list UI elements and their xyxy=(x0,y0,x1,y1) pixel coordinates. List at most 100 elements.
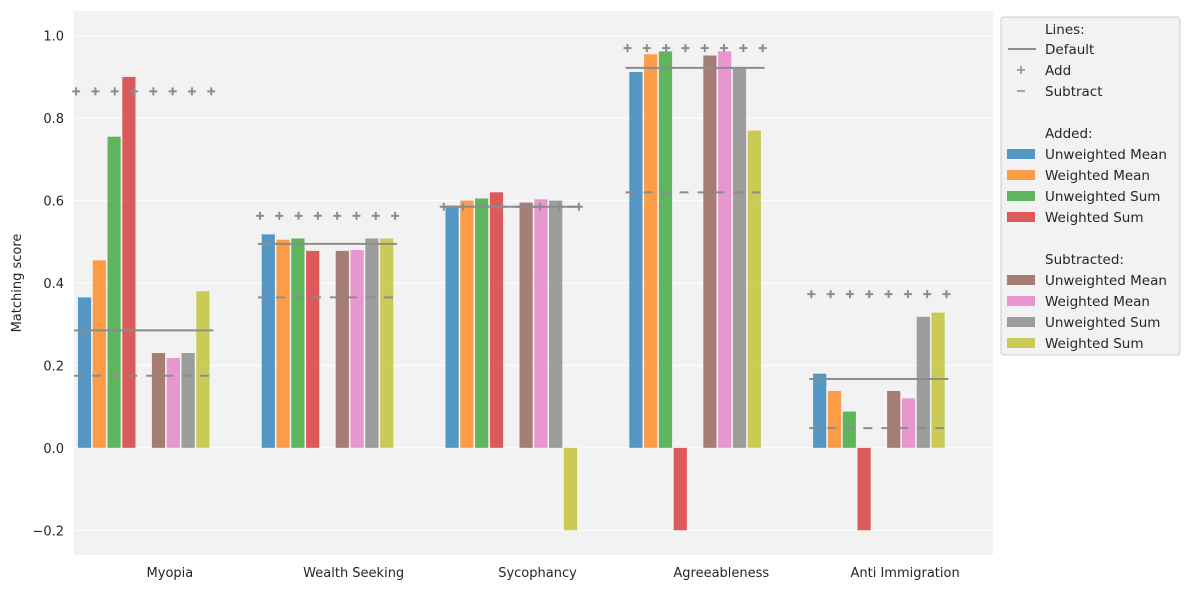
add-marker xyxy=(555,202,564,211)
add-marker xyxy=(130,87,139,96)
bar xyxy=(291,238,305,448)
bar xyxy=(644,54,658,448)
bar xyxy=(77,297,92,448)
bar xyxy=(107,136,121,448)
add-marker xyxy=(923,290,932,299)
legend-subtracted-title: Subtracted: xyxy=(1045,252,1124,268)
legend-entry-label: Unweighted Mean xyxy=(1045,147,1167,163)
legend-entry-label: Unweighted Mean xyxy=(1045,273,1167,289)
bar xyxy=(335,250,349,448)
add-marker xyxy=(439,202,448,211)
bar xyxy=(365,238,379,448)
bar xyxy=(92,260,106,448)
bar xyxy=(718,51,732,448)
add-marker xyxy=(739,44,748,53)
bar xyxy=(887,390,901,448)
legend-swatch xyxy=(1007,170,1035,180)
bar xyxy=(931,312,945,448)
y-tick-label: 0.6 xyxy=(43,195,64,210)
bar xyxy=(475,198,489,448)
add-marker xyxy=(865,290,874,299)
add-marker xyxy=(72,87,81,96)
bar xyxy=(261,234,275,448)
y-tick-label: 0.4 xyxy=(43,277,64,292)
reference-lines xyxy=(72,44,951,430)
bar xyxy=(350,250,364,448)
y-tick-label: 0.0 xyxy=(43,442,64,457)
y-axis-ticks: −0.2 0.0 0.2 0.4 0.6 0.8 1.0 xyxy=(32,30,64,540)
bar xyxy=(658,51,673,448)
legend-subtract-label: Subtract xyxy=(1045,84,1103,100)
y-tick-label: −0.2 xyxy=(32,524,64,539)
bar xyxy=(857,447,871,531)
bar xyxy=(549,200,563,448)
legend-box xyxy=(1000,16,1181,356)
legend-subtracted-entries: Unweighted Mean Weighted Mean Unweighted S… xyxy=(1007,273,1167,352)
add-marker xyxy=(845,290,854,299)
legend-swatch xyxy=(1007,191,1035,201)
legend-swatch xyxy=(1007,317,1035,327)
bar xyxy=(151,353,166,448)
legend-entry-label: Weighted Sum xyxy=(1045,336,1143,352)
legend-lines-title: Lines: xyxy=(1045,22,1085,38)
x-tick-label: Wealth Seeking xyxy=(303,566,404,581)
legend-swatch xyxy=(1007,296,1035,306)
add-marker xyxy=(758,44,767,53)
add-marker xyxy=(516,202,525,211)
add-marker xyxy=(623,44,632,53)
bar xyxy=(460,200,474,448)
bar xyxy=(534,199,548,448)
legend-add-marker xyxy=(1017,66,1025,74)
y-tick-label: 0.8 xyxy=(43,112,64,127)
x-tick-label: Anti Immigration xyxy=(850,566,959,581)
legend-entry-label: Weighted Mean xyxy=(1045,168,1150,184)
legend-added-entries: Unweighted Mean Weighted Mean Unweighted S… xyxy=(1007,147,1167,226)
add-marker xyxy=(807,290,816,299)
x-tick-label: Sycophancy xyxy=(498,566,577,581)
legend-default-line-label: Default xyxy=(1045,42,1094,58)
add-marker xyxy=(903,290,912,299)
add-marker xyxy=(313,211,322,220)
bar xyxy=(842,411,856,448)
add-marker xyxy=(826,290,835,299)
add-marker xyxy=(478,202,487,211)
y-tick-label: 0.2 xyxy=(43,359,64,374)
legend-swatch xyxy=(1007,275,1035,285)
bar xyxy=(901,398,916,448)
add-marker xyxy=(700,44,709,53)
add-marker xyxy=(168,87,177,96)
legend-swatch xyxy=(1007,149,1035,159)
add-marker xyxy=(391,211,400,220)
bars xyxy=(77,51,945,531)
y-axis-label: Matching score xyxy=(10,234,25,333)
bar xyxy=(629,71,643,448)
bar xyxy=(306,250,320,448)
grid-lines xyxy=(74,35,993,531)
add-marker xyxy=(497,202,506,211)
legend-swatch xyxy=(1007,338,1035,348)
bar xyxy=(519,202,533,448)
x-tick-label: Agreeableness xyxy=(673,566,769,581)
add-marker xyxy=(149,87,158,96)
legend-added-title: Added: xyxy=(1045,126,1093,142)
add-marker xyxy=(110,87,119,96)
add-marker xyxy=(536,202,545,211)
add-marker xyxy=(371,211,380,220)
add-marker xyxy=(642,44,651,53)
bar xyxy=(122,76,136,448)
legend-entry-label: Unweighted Sum xyxy=(1045,189,1160,205)
bar xyxy=(747,130,761,448)
bar xyxy=(445,205,459,448)
x-axis-ticks: Myopia Wealth Seeking Sycophancy Agreeablen… xyxy=(147,566,960,581)
add-marker xyxy=(275,211,284,220)
legend-swatch xyxy=(1007,212,1035,222)
add-marker xyxy=(91,87,100,96)
add-marker xyxy=(207,87,216,96)
add-marker xyxy=(662,44,671,53)
bar xyxy=(813,373,827,448)
add-marker xyxy=(352,211,361,220)
bar xyxy=(196,291,210,448)
add-marker xyxy=(942,290,951,299)
bar xyxy=(732,68,747,448)
